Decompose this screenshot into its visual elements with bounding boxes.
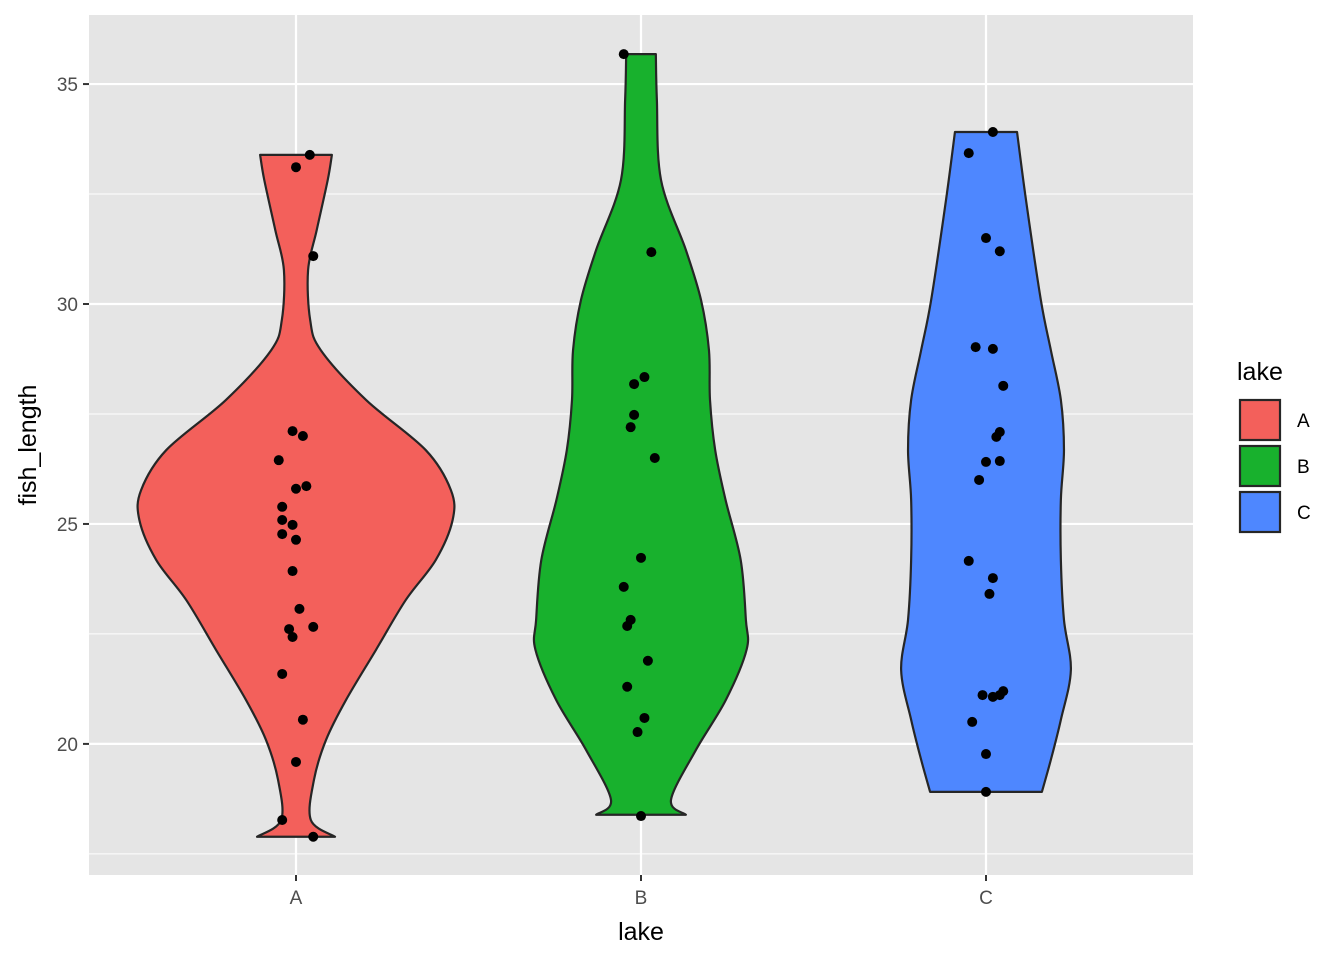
data-point xyxy=(287,632,298,643)
data-point xyxy=(308,621,319,632)
data-point xyxy=(277,815,288,826)
data-point xyxy=(632,727,643,738)
legend-label: A xyxy=(1297,411,1310,432)
data-point xyxy=(622,621,633,632)
data-point xyxy=(639,712,650,723)
data-point xyxy=(984,588,995,599)
legend-swatch-a xyxy=(1238,398,1282,442)
data-point xyxy=(287,426,298,437)
data-point xyxy=(287,519,298,530)
data-point xyxy=(294,603,305,614)
data-point xyxy=(622,681,633,692)
data-point xyxy=(273,455,284,466)
data-point xyxy=(994,456,1005,467)
data-point xyxy=(304,149,315,160)
data-point xyxy=(301,481,312,492)
data-point xyxy=(629,409,640,420)
x-axis: A B C xyxy=(290,875,993,909)
data-point xyxy=(277,515,288,526)
x-tick-label: B xyxy=(635,888,648,909)
data-point xyxy=(291,756,301,767)
y-axis: 20 25 30 35 xyxy=(57,75,89,756)
data-point xyxy=(618,581,629,592)
data-point xyxy=(625,422,636,433)
data-point xyxy=(277,501,288,512)
legend-title: lake xyxy=(1237,358,1283,386)
data-point xyxy=(974,474,985,485)
data-point xyxy=(998,380,1009,391)
data-point xyxy=(981,233,991,244)
y-tick-label: 30 xyxy=(57,295,78,316)
y-tick-label: 35 xyxy=(57,75,78,96)
data-point xyxy=(963,555,974,566)
data-point xyxy=(618,49,629,60)
data-point xyxy=(277,668,288,679)
data-point xyxy=(291,483,301,494)
data-point xyxy=(970,342,981,353)
violin-a xyxy=(136,153,456,838)
data-point xyxy=(636,811,646,822)
data-point xyxy=(963,148,974,159)
data-point xyxy=(297,714,308,725)
x-tick-label: A xyxy=(290,888,303,909)
data-point xyxy=(994,690,1005,701)
data-point xyxy=(994,246,1005,257)
data-point xyxy=(987,343,998,354)
data-point xyxy=(284,624,295,635)
y-axis-title: fish_length xyxy=(14,385,42,506)
data-point xyxy=(287,566,298,577)
data-point xyxy=(636,552,646,563)
data-point xyxy=(291,162,301,173)
data-point xyxy=(277,529,288,540)
data-point xyxy=(991,431,1002,442)
legend: lake A B C xyxy=(1237,358,1311,534)
data-point xyxy=(642,655,653,666)
legend-label: B xyxy=(1297,457,1310,478)
data-point xyxy=(967,716,978,727)
data-point xyxy=(646,247,657,258)
data-point xyxy=(297,430,308,441)
data-point xyxy=(308,831,319,842)
x-axis-title: lake xyxy=(618,918,664,946)
legend-swatch-b xyxy=(1238,444,1282,488)
data-point xyxy=(639,372,650,383)
violin-b xyxy=(532,53,750,816)
legend-swatch-c xyxy=(1238,490,1282,534)
data-point xyxy=(981,786,991,797)
legend-label: C xyxy=(1297,503,1311,524)
data-point xyxy=(649,452,660,463)
y-tick-label: 25 xyxy=(57,515,78,536)
data-point xyxy=(981,749,991,760)
data-point xyxy=(629,379,640,390)
y-tick-label: 20 xyxy=(57,735,78,756)
x-tick-label: C xyxy=(979,888,993,909)
data-point xyxy=(987,573,998,584)
data-point xyxy=(981,456,991,467)
data-point xyxy=(987,127,998,138)
data-point xyxy=(308,251,319,262)
data-point xyxy=(291,534,301,545)
jitter-points xyxy=(273,49,1009,842)
data-point xyxy=(977,690,988,701)
